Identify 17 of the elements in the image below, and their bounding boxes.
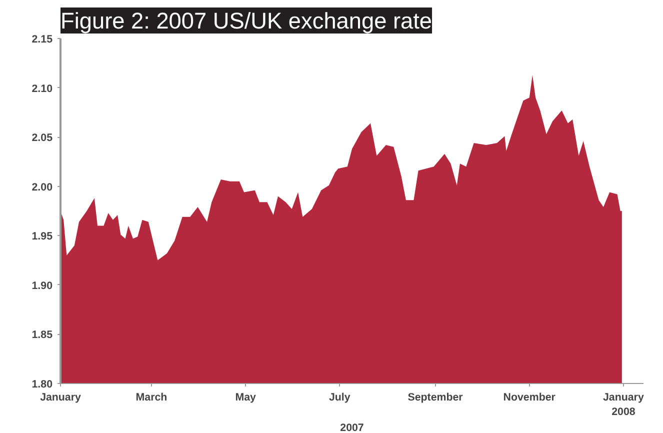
chart-title: Figure 2: 2007 US/UK exchange rate xyxy=(60,8,432,34)
y-tick-label: 2.00 xyxy=(32,181,53,194)
x-tick-label: January 2008 xyxy=(603,392,644,418)
x-tick-label: November xyxy=(503,392,556,404)
y-tick-label: 1.80 xyxy=(32,378,53,390)
y-tick-label: 1.85 xyxy=(32,329,53,342)
x-tick-label: January xyxy=(40,392,82,404)
x-tick-label: September xyxy=(408,392,463,404)
x-tick-label: March xyxy=(136,392,168,404)
y-tick-label: 1.90 xyxy=(32,280,53,292)
x-axis-title: 2007 xyxy=(340,422,364,433)
x-tick-label: May xyxy=(235,392,256,404)
y-tick-label: 2.05 xyxy=(32,132,53,144)
y-tick-label: 2.15 xyxy=(32,34,53,46)
x-tick-label: July xyxy=(329,392,350,404)
y-tick-label: 1.95 xyxy=(32,230,53,243)
y-tick-label: 2.10 xyxy=(32,82,53,95)
